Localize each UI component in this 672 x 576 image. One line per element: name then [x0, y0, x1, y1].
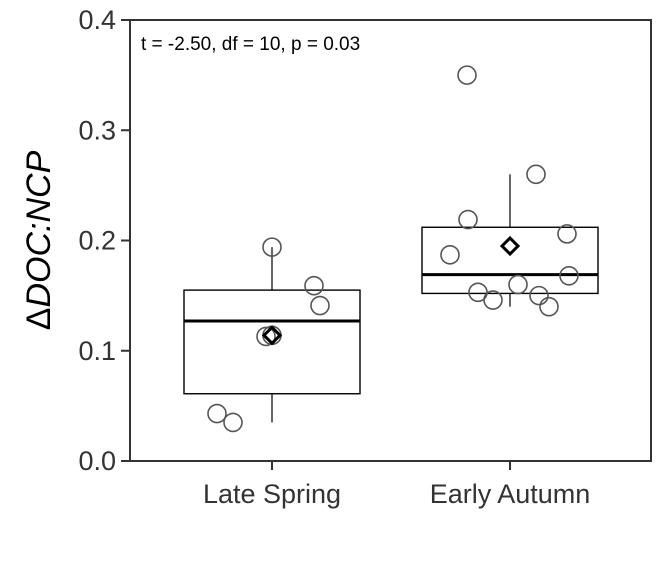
boxes — [183, 174, 599, 423]
data-point — [508, 274, 528, 295]
data-point — [457, 65, 477, 85]
y-axis-title: ΔDOC:NCP — [20, 150, 58, 330]
y-tick-label: 0.2 — [78, 226, 116, 256]
y-tick-label: 0.0 — [78, 446, 116, 476]
data-point — [483, 290, 503, 310]
y-tick-label: 0.1 — [78, 336, 116, 366]
box — [421, 226, 599, 295]
stats-annotation: t = -2.50, df = 10, p = 0.03 — [141, 34, 360, 55]
data-point — [207, 403, 227, 424]
mean-marker — [261, 325, 283, 346]
data-point — [440, 245, 460, 265]
data-point — [557, 224, 577, 244]
data-point — [223, 412, 243, 433]
x-tick-label: Early Autumn — [430, 479, 591, 509]
y-tick-label: 0.3 — [78, 115, 116, 145]
x-tick-label: Late Spring — [203, 479, 341, 509]
data-point — [559, 265, 579, 286]
data-point — [256, 326, 276, 347]
y-axis-title-text: DOC:NCP — [20, 150, 58, 307]
data-point — [458, 209, 478, 230]
data-point — [304, 275, 324, 296]
box — [183, 289, 361, 395]
data-point — [539, 296, 559, 317]
data-point — [262, 237, 282, 257]
data-point — [526, 164, 546, 185]
data-point — [310, 295, 330, 316]
y-axis: 0.0 0.1 0.2 0.3 0.4 — [78, 5, 130, 476]
mean-marker — [499, 235, 521, 257]
data-point — [529, 285, 549, 306]
data-points — [207, 65, 579, 433]
y-axis-title-delta: Δ — [20, 308, 58, 331]
y-tick-label: 0.4 — [78, 5, 116, 35]
x-axis: Late Spring Early Autumn — [203, 461, 590, 509]
mean-markers — [261, 235, 521, 346]
